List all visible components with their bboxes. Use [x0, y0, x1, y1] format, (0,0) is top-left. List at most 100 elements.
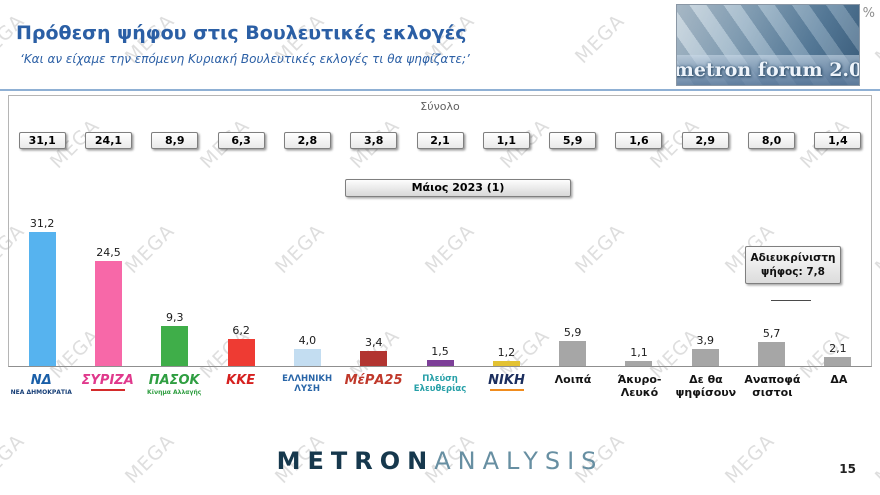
- bar-nd: [28, 231, 56, 366]
- top-value-box-elliniki-lysi: 2,8: [283, 132, 331, 149]
- bar-value-label-akyro-leyko: 1,1: [630, 346, 648, 360]
- top-value-cell-loipa: 5,9: [540, 132, 606, 149]
- party-label-line: ΠΑΣΟΚ: [148, 373, 200, 388]
- party-label-line: ΚΚΕ: [226, 373, 256, 388]
- brand-analysis: ANALYSIS: [434, 447, 604, 475]
- top-value-box-niki: 1,1: [482, 132, 530, 149]
- logo-text-band: metron forum 2.0: [677, 55, 859, 85]
- bar-syriza: [94, 260, 122, 366]
- bar-anapofasistoi: [758, 341, 786, 366]
- bar-mera25: [360, 351, 388, 366]
- top-values-row: 31,1 24,1 8,9 6,3 2,8 3,8 2,1 1,1 5,9 1,6 2,9 8,0 1,…: [9, 132, 871, 149]
- brand-metron: METRON: [276, 447, 435, 475]
- party-label-line: Λοιπά: [554, 373, 592, 386]
- party-logo-caption: ΝΕΑ ΔΗΜΟΚΡΑΤΙΑ: [10, 389, 72, 397]
- bar-value-label-mera25: 3,4: [364, 336, 383, 350]
- bar-column-mera25: 3,4: [341, 336, 407, 366]
- top-value-box-akyro-leyko: 1,6: [615, 132, 663, 149]
- bar-column-elliniki-lysi: 4,0: [274, 334, 340, 366]
- party-logo-underline: [489, 389, 524, 392]
- page-subtitle: ‘Και αν είχαμε την επόμενη Κυριακή Βουλε…: [20, 52, 470, 66]
- top-value-cell-pasok: 8,9: [142, 132, 208, 149]
- bar-loipa: [559, 340, 587, 366]
- party-logo-niki: ΝΙΚΗ: [473, 371, 539, 419]
- party-label-line: ΝΙΚΗ: [488, 373, 525, 388]
- top-value-box-da: 1,4: [814, 132, 862, 149]
- bar-value-label-plefsi-eleftherias: 1,5: [431, 344, 449, 358]
- party-logo-loipa: Λοιπά: [540, 371, 606, 419]
- bar-de-tha-psifisoun: [691, 349, 719, 366]
- party-label-line: Άκυρο-: [617, 373, 662, 386]
- party-label-line: Πλεύση: [422, 374, 458, 384]
- party-label-line: ΜέΡΑ25: [344, 373, 403, 388]
- undecided-note-underline: [771, 300, 811, 301]
- party-label-line: ΣΥΡΙΖΑ: [81, 373, 134, 388]
- top-value-cell-akyro-leyko: 1,6: [606, 132, 672, 149]
- bar-niki: [492, 360, 520, 366]
- page-number: 15: [839, 462, 856, 476]
- top-value-box-anapofasistoi: 8,0: [748, 132, 796, 149]
- bar-column-de-tha-psifisoun: 3,9: [672, 334, 738, 366]
- party-logo-de-tha-psifisoun: Δε θα ψηφίσουν: [673, 371, 739, 419]
- undecided-note-line1: Αδιευκρίνιστη: [750, 252, 836, 264]
- bar-column-loipa: 5,9: [540, 326, 606, 366]
- party-logo-mera25: ΜέΡΑ25: [340, 371, 406, 419]
- top-value-cell-syriza: 24,1: [75, 132, 141, 149]
- party-label-line: ΛΥΣΗ: [294, 384, 320, 395]
- bar-value-label-nd: 31,2: [29, 216, 55, 230]
- bar-column-anapofasistoi: 5,7: [738, 326, 804, 366]
- party-logo-plefsi-eleftherias: Πλεύση Ελευθερίας: [407, 371, 473, 419]
- party-label-line: Λευκό: [620, 385, 659, 399]
- party-logo-anapofasistoi: Αναποφά σιστοι: [739, 371, 805, 419]
- top-value-cell-plefsi-eleftherias: 2,1: [407, 132, 473, 149]
- bar-value-label-niki: 1,2: [497, 345, 516, 359]
- bar-value-label-elliniki-lysi: 4,0: [298, 333, 317, 347]
- party-label-line: ΝΔ: [30, 373, 52, 388]
- party-label-line: Ελευθερίας: [413, 384, 467, 395]
- top-value-box-kke: 6,3: [217, 132, 265, 149]
- logo-text: metron forum 2.0: [676, 59, 860, 81]
- party-logo-nd: ΝΔ ΝΕΑ ΔΗΜΟΚΡΑΤΙΑ: [8, 371, 74, 419]
- chart-panel: Σύνολο 31,1 24,1 8,9 6,3 2,8 3,8 2,1 1,1 5,9 1,6 2…: [8, 95, 872, 367]
- bar-value-label-syriza: 24,5: [96, 245, 121, 259]
- metron-forum-logo: metron forum 2.0: [676, 4, 860, 86]
- bar-value-label-da: 2,1: [829, 341, 847, 355]
- undecided-note-box: Αδιευκρίνιστη ψήφος: 7,8: [745, 246, 841, 285]
- party-logo-syriza: ΣΥΡΙΖΑ: [74, 371, 140, 419]
- period-box: Μάιος 2023 (1): [345, 179, 571, 197]
- party-logo-underline: [90, 389, 125, 392]
- page-title: Πρόθεση ψήφου στις Βουλευτικές εκλογές: [16, 22, 467, 44]
- party-label-line: ΔΑ: [830, 373, 848, 386]
- bar-column-da: 2,1: [805, 342, 871, 366]
- party-label-line: ΕΛΛΗΝΙΚΗ: [282, 374, 333, 384]
- party-label-line: Δε θα: [689, 373, 723, 386]
- top-value-cell-elliniki-lysi: 2,8: [274, 132, 340, 149]
- bar-elliniki-lysi: [293, 348, 321, 366]
- bar-column-syriza: 24,5: [75, 246, 141, 366]
- top-value-box-plefsi-eleftherias: 2,1: [416, 132, 464, 149]
- party-logo-akyro-leyko: Άκυρο- Λευκό: [606, 371, 672, 419]
- top-value-box-de-tha-psifisoun: 2,9: [681, 132, 729, 149]
- bar-plefsi-eleftherias: [426, 359, 454, 366]
- bar-akyro-leyko: [625, 361, 653, 366]
- bar-column-pasok: 9,3: [142, 311, 208, 366]
- group-label: Σύνολο: [420, 100, 460, 113]
- top-value-cell-de-tha-psifisoun: 2,9: [672, 132, 738, 149]
- bars-row: 31,2 24,5 9,3 6,2 4,0 3,4 1,5 1,2 5,9 1,1 3,9 5,7 2,…: [9, 194, 871, 366]
- top-value-box-pasok: 8,9: [151, 132, 199, 149]
- top-value-cell-da: 1,4: [805, 132, 871, 149]
- top-value-cell-anapofasistoi: 8,0: [738, 132, 804, 149]
- party-logo-da: ΔΑ: [806, 371, 872, 419]
- party-logo-caption: Κίνημα Αλλαγής: [147, 389, 202, 397]
- top-value-box-nd: 31,1: [18, 132, 66, 149]
- bar-column-niki: 1,2: [473, 346, 539, 366]
- bar-value-label-anapofasistoi: 5,7: [762, 326, 781, 340]
- party-logo-kke: ΚΚΕ: [207, 371, 273, 419]
- bar-column-nd: 31,2: [9, 217, 75, 366]
- party-labels-row: ΝΔ ΝΕΑ ΔΗΜΟΚΡΑΤΙΑ ΣΥΡΙΖΑ ΠΑΣΟΚ Κίνημα Αλλαγή…: [8, 371, 872, 419]
- bar-pasok: [161, 326, 189, 366]
- top-value-cell-kke: 6,3: [208, 132, 274, 149]
- bar-value-label-kke: 6,2: [232, 324, 250, 338]
- mega-watermark: MEGA: [871, 219, 880, 279]
- party-label-line: ψηφίσουν: [675, 385, 737, 399]
